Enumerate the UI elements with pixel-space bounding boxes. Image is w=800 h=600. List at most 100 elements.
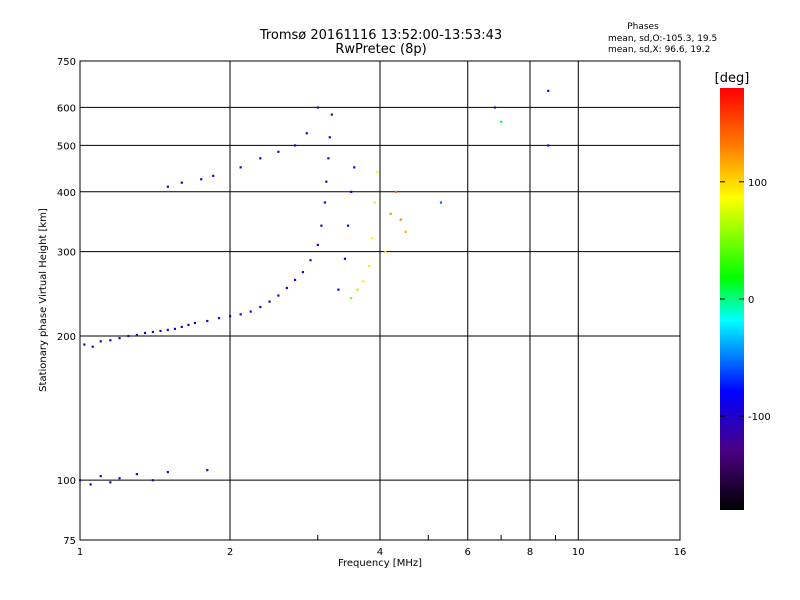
x-tick-label: 16 [674, 547, 687, 558]
data-point [350, 297, 353, 300]
data-point [159, 329, 162, 333]
data-point [118, 337, 121, 340]
data-point [316, 243, 319, 246]
data-point [327, 157, 330, 160]
x-tick-label: 6 [465, 547, 471, 558]
colorbar-tick-label: -100 [748, 412, 771, 423]
phases-title: Phases [627, 22, 659, 32]
data-point [91, 345, 94, 348]
data-point [143, 331, 147, 335]
data-point [320, 224, 323, 227]
y-tick-label: 300 [57, 248, 76, 259]
x-tick-label: 1 [77, 547, 83, 558]
x-ticks: 1 2 4 6 8 10 16 [77, 535, 687, 558]
data-point [212, 174, 215, 177]
data-point [259, 157, 262, 160]
data-point [376, 170, 379, 174]
data-point [206, 319, 209, 323]
data-points [79, 89, 550, 486]
data-point [277, 150, 280, 153]
data-point [109, 481, 112, 484]
data-point [356, 288, 359, 291]
data-point [166, 470, 169, 474]
data-point [268, 300, 271, 303]
data-point [118, 477, 121, 480]
data-point [384, 250, 387, 253]
data-point [200, 178, 203, 181]
data-point [285, 286, 288, 290]
data-point [187, 323, 190, 327]
data-point [325, 180, 328, 183]
data-point [277, 294, 280, 297]
data-point [328, 136, 331, 139]
data-point [493, 106, 497, 109]
data-point [99, 475, 102, 478]
data-point [301, 270, 305, 274]
data-point [151, 330, 155, 334]
data-point [323, 201, 327, 204]
data-point [239, 313, 242, 316]
data-point [370, 237, 373, 240]
data-point [127, 334, 130, 338]
data-point [330, 113, 333, 116]
data-point [500, 120, 503, 123]
data-point [180, 181, 183, 184]
y-tick-label: 600 [57, 103, 76, 114]
data-point [259, 305, 262, 309]
data-point [109, 339, 112, 342]
y-tick-label: 100 [57, 476, 76, 487]
data-point [394, 190, 397, 193]
data-point [249, 310, 252, 313]
data-point [193, 321, 197, 325]
data-point [439, 201, 443, 204]
chart-title: Tromsø 20161116 13:52:00-13:53:43 [259, 28, 502, 43]
data-point [353, 166, 356, 169]
data-point [367, 264, 371, 268]
data-point [166, 328, 169, 332]
data-point [346, 224, 350, 227]
data-point [151, 479, 155, 482]
data-point [389, 212, 392, 215]
y-tick-label: 75 [63, 536, 76, 547]
x-tick-label: 2 [227, 547, 233, 558]
data-point [99, 340, 102, 343]
data-point [173, 327, 177, 331]
data-point [206, 469, 209, 472]
data-point [547, 89, 550, 92]
x-tick-label: 4 [377, 547, 383, 558]
x-tick-label: 10 [572, 547, 585, 558]
colorbar-tick-label: 100 [748, 178, 767, 189]
colorbar-unit: [deg] [715, 71, 750, 86]
data-point [404, 230, 407, 233]
data-point [83, 343, 86, 346]
data-point [350, 190, 353, 193]
data-point [217, 317, 221, 320]
x-axis-label: Frequency [MHz] [338, 558, 422, 569]
data-point [293, 278, 297, 281]
colorbar-ticks: 100 0 -100 [720, 178, 771, 423]
x-tick-label: 8 [527, 547, 533, 558]
data-point [229, 315, 232, 318]
data-point [362, 280, 365, 283]
data-point [309, 259, 312, 262]
data-point [547, 144, 550, 147]
data-point [316, 106, 319, 109]
data-point [293, 144, 297, 147]
data-point [305, 132, 308, 135]
chart-subtitle: RwPretec (8p) [335, 42, 426, 57]
data-point [79, 479, 82, 482]
data-point [135, 473, 138, 476]
y-tick-label: 500 [57, 141, 76, 152]
data-point [373, 201, 376, 204]
y-ticks: 75 100 200 300 400 500 600 750 [57, 57, 76, 547]
y-tick-label: 400 [57, 188, 76, 199]
data-point [343, 257, 347, 260]
data-point [239, 166, 242, 169]
phases-x-line: mean, sd,X: 96.6, 19.2 [608, 45, 710, 55]
data-point [180, 325, 183, 329]
data-point [135, 333, 138, 337]
data-point [166, 185, 169, 188]
grid-lines [80, 61, 680, 540]
data-point [337, 288, 340, 291]
